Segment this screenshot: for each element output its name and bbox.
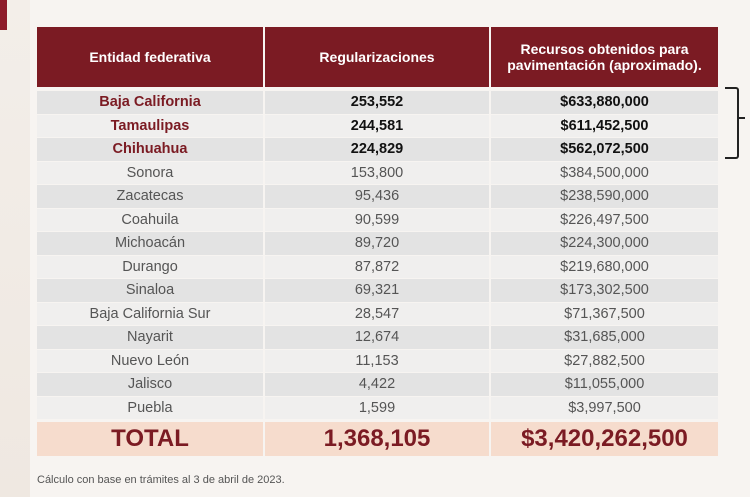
cell-funds: $562,072,500 xyxy=(491,138,718,162)
table-row: Jalisco 4,422 $11,055,000 xyxy=(37,373,718,397)
table-row: Michoacán 89,720 $224,300,000 xyxy=(37,232,718,256)
cell-regularizations: 1,599 xyxy=(265,396,491,420)
total-regularizations: 1,368,105 xyxy=(265,420,491,457)
cell-funds: $11,055,000 xyxy=(491,373,718,397)
cell-state: Coahuila xyxy=(37,208,265,232)
cell-state: Nuevo León xyxy=(37,349,265,373)
regularization-table-container: Entidad federativa Regularizaciones Recu… xyxy=(37,27,718,457)
table-row: Puebla 1,599 $3,997,500 xyxy=(37,396,718,420)
cell-state: Baja California Sur xyxy=(37,302,265,326)
cell-state: Sinaloa xyxy=(37,279,265,303)
total-row: TOTAL 1,368,105 $3,420,262,500 xyxy=(37,420,718,457)
cell-regularizations: 87,872 xyxy=(265,255,491,279)
table-row: Sonora 153,800 $384,500,000 xyxy=(37,161,718,185)
cell-funds: $384,500,000 xyxy=(491,161,718,185)
table-row: Nayarit 12,674 $31,685,000 xyxy=(37,326,718,350)
cell-state: Nayarit xyxy=(37,326,265,350)
decorative-side-panel xyxy=(0,0,30,497)
cell-regularizations: 28,547 xyxy=(265,302,491,326)
cell-state: Puebla xyxy=(37,396,265,420)
cell-regularizations: 69,321 xyxy=(265,279,491,303)
cell-regularizations: 4,422 xyxy=(265,373,491,397)
table-row: Zacatecas 95,436 $238,590,000 xyxy=(37,185,718,209)
table-body: Baja California 253,552 $633,880,000 Tamaul… xyxy=(37,87,718,420)
table-row: Baja California Sur 28,547 $71,367,500 xyxy=(37,302,718,326)
cell-funds: $226,497,500 xyxy=(491,208,718,232)
cell-funds: $611,452,500 xyxy=(491,114,718,138)
table-row: Durango 87,872 $219,680,000 xyxy=(37,255,718,279)
cell-funds: $219,680,000 xyxy=(491,255,718,279)
total-label: TOTAL xyxy=(37,420,265,457)
cell-funds: $3,997,500 xyxy=(491,396,718,420)
cell-regularizations: 12,674 xyxy=(265,326,491,350)
regularization-table: Entidad federativa Regularizaciones Recu… xyxy=(37,27,718,457)
cell-state: Chihuahua xyxy=(37,138,265,162)
table-row: Coahuila 90,599 $226,497,500 xyxy=(37,208,718,232)
cell-funds: $31,685,000 xyxy=(491,326,718,350)
bracket-tick xyxy=(737,117,745,119)
cell-state: Jalisco xyxy=(37,373,265,397)
cell-funds: $173,302,500 xyxy=(491,279,718,303)
header-regularizations: Regularizaciones xyxy=(265,27,491,87)
total-funds: $3,420,262,500 xyxy=(491,420,718,457)
cell-state: Baja California xyxy=(37,87,265,115)
cell-state: Michoacán xyxy=(37,232,265,256)
cell-funds: $27,882,500 xyxy=(491,349,718,373)
cell-regularizations: 11,153 xyxy=(265,349,491,373)
footnote: Cálculo con base en trámites al 3 de abr… xyxy=(37,474,285,486)
cell-state: Tamaulipas xyxy=(37,114,265,138)
top-three-bracket xyxy=(725,87,739,159)
table-header-row: Entidad federativa Regularizaciones Recu… xyxy=(37,27,718,87)
cell-regularizations: 89,720 xyxy=(265,232,491,256)
cell-state: Durango xyxy=(37,255,265,279)
header-state: Entidad federativa xyxy=(37,27,265,87)
table-row: Baja California 253,552 $633,880,000 xyxy=(37,87,718,115)
table-row: Nuevo León 11,153 $27,882,500 xyxy=(37,349,718,373)
table-row: Chihuahua 224,829 $562,072,500 xyxy=(37,138,718,162)
cell-state: Zacatecas xyxy=(37,185,265,209)
cell-funds: $224,300,000 xyxy=(491,232,718,256)
cell-funds: $633,880,000 xyxy=(491,87,718,115)
cell-regularizations: 224,829 xyxy=(265,138,491,162)
cell-regularizations: 95,436 xyxy=(265,185,491,209)
cell-funds: $71,367,500 xyxy=(491,302,718,326)
cell-regularizations: 90,599 xyxy=(265,208,491,232)
table-row: Sinaloa 69,321 $173,302,500 xyxy=(37,279,718,303)
cell-regularizations: 244,581 xyxy=(265,114,491,138)
table-row: Tamaulipas 244,581 $611,452,500 xyxy=(37,114,718,138)
cell-regularizations: 253,552 xyxy=(265,87,491,115)
decorative-stripe xyxy=(0,0,7,30)
cell-funds: $238,590,000 xyxy=(491,185,718,209)
cell-regularizations: 153,800 xyxy=(265,161,491,185)
cell-state: Sonora xyxy=(37,161,265,185)
header-funds: Recursos obtenidos para pavimentación (a… xyxy=(491,27,718,87)
